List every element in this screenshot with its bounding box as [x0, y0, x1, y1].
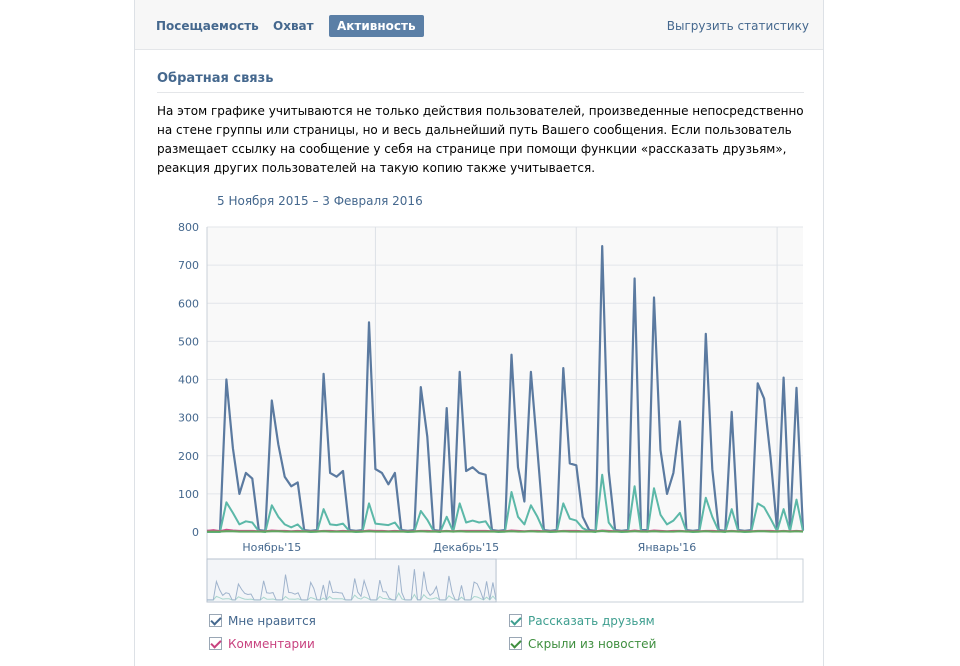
legend-hidden[interactable]: Скрыли из новостей [509, 636, 656, 652]
y-tick-label: 300 [178, 412, 199, 425]
x-tick-label: Январь'16 [638, 541, 697, 554]
y-tick-label: 600 [178, 297, 199, 310]
y-tick-label: 100 [178, 488, 199, 501]
feedback-chart[interactable]: 0 100 200 300 400 500 600 700 800 Ноябрь'15 Декабр… [135, 0, 823, 666]
y-tick-label: 500 [178, 335, 199, 348]
legend-hidden-checkbox[interactable] [509, 637, 522, 650]
y-tick-label: 700 [178, 259, 199, 272]
tab-reach[interactable]: Охват [273, 19, 314, 33]
legend-comments[interactable]: Комментарии [209, 636, 315, 652]
legend-likes[interactable]: Мне нравится [209, 613, 316, 629]
stats-panel: Посещаемость Охват Активность Выгрузить … [134, 0, 824, 666]
legend-likes-checkbox[interactable] [209, 614, 222, 627]
legend-comments-label: Комментарии [228, 637, 315, 651]
legend-shares[interactable]: Рассказать друзьям [509, 613, 655, 629]
y-tick-label: 200 [178, 450, 199, 463]
x-tick-label: Ноябрь'15 [242, 541, 301, 554]
overview-selection[interactable] [206, 558, 497, 603]
y-tick-label: 0 [192, 526, 199, 539]
legend-hidden-label: Скрыли из новостей [528, 637, 657, 651]
section-divider [157, 92, 804, 93]
y-tick-label: 400 [178, 374, 199, 387]
tabs-bar: Посещаемость Охват Активность Выгрузить … [135, 0, 823, 50]
legend-comments-checkbox[interactable] [209, 637, 222, 650]
export-stats-link[interactable]: Выгрузить статистику [666, 19, 809, 33]
legend-shares-checkbox[interactable] [509, 614, 522, 627]
y-tick-label: 800 [178, 221, 199, 234]
date-range-label[interactable]: 5 Ноября 2015 – 3 Февраля 2016 [217, 194, 423, 208]
series-line-4 [207, 529, 804, 533]
section-description: На этом графике учитываются не только де… [157, 104, 804, 175]
tab-activity[interactable]: Активность [329, 15, 424, 37]
legend-shares-label: Рассказать друзьям [528, 614, 655, 628]
tab-attendance[interactable]: Посещаемость [156, 19, 259, 33]
x-tick-label: Декабрь'15 [433, 541, 499, 554]
section-title: Обратная связь [157, 71, 274, 86]
overview-line-1 [207, 565, 497, 601]
legend-likes-label: Мне нравится [228, 614, 316, 628]
